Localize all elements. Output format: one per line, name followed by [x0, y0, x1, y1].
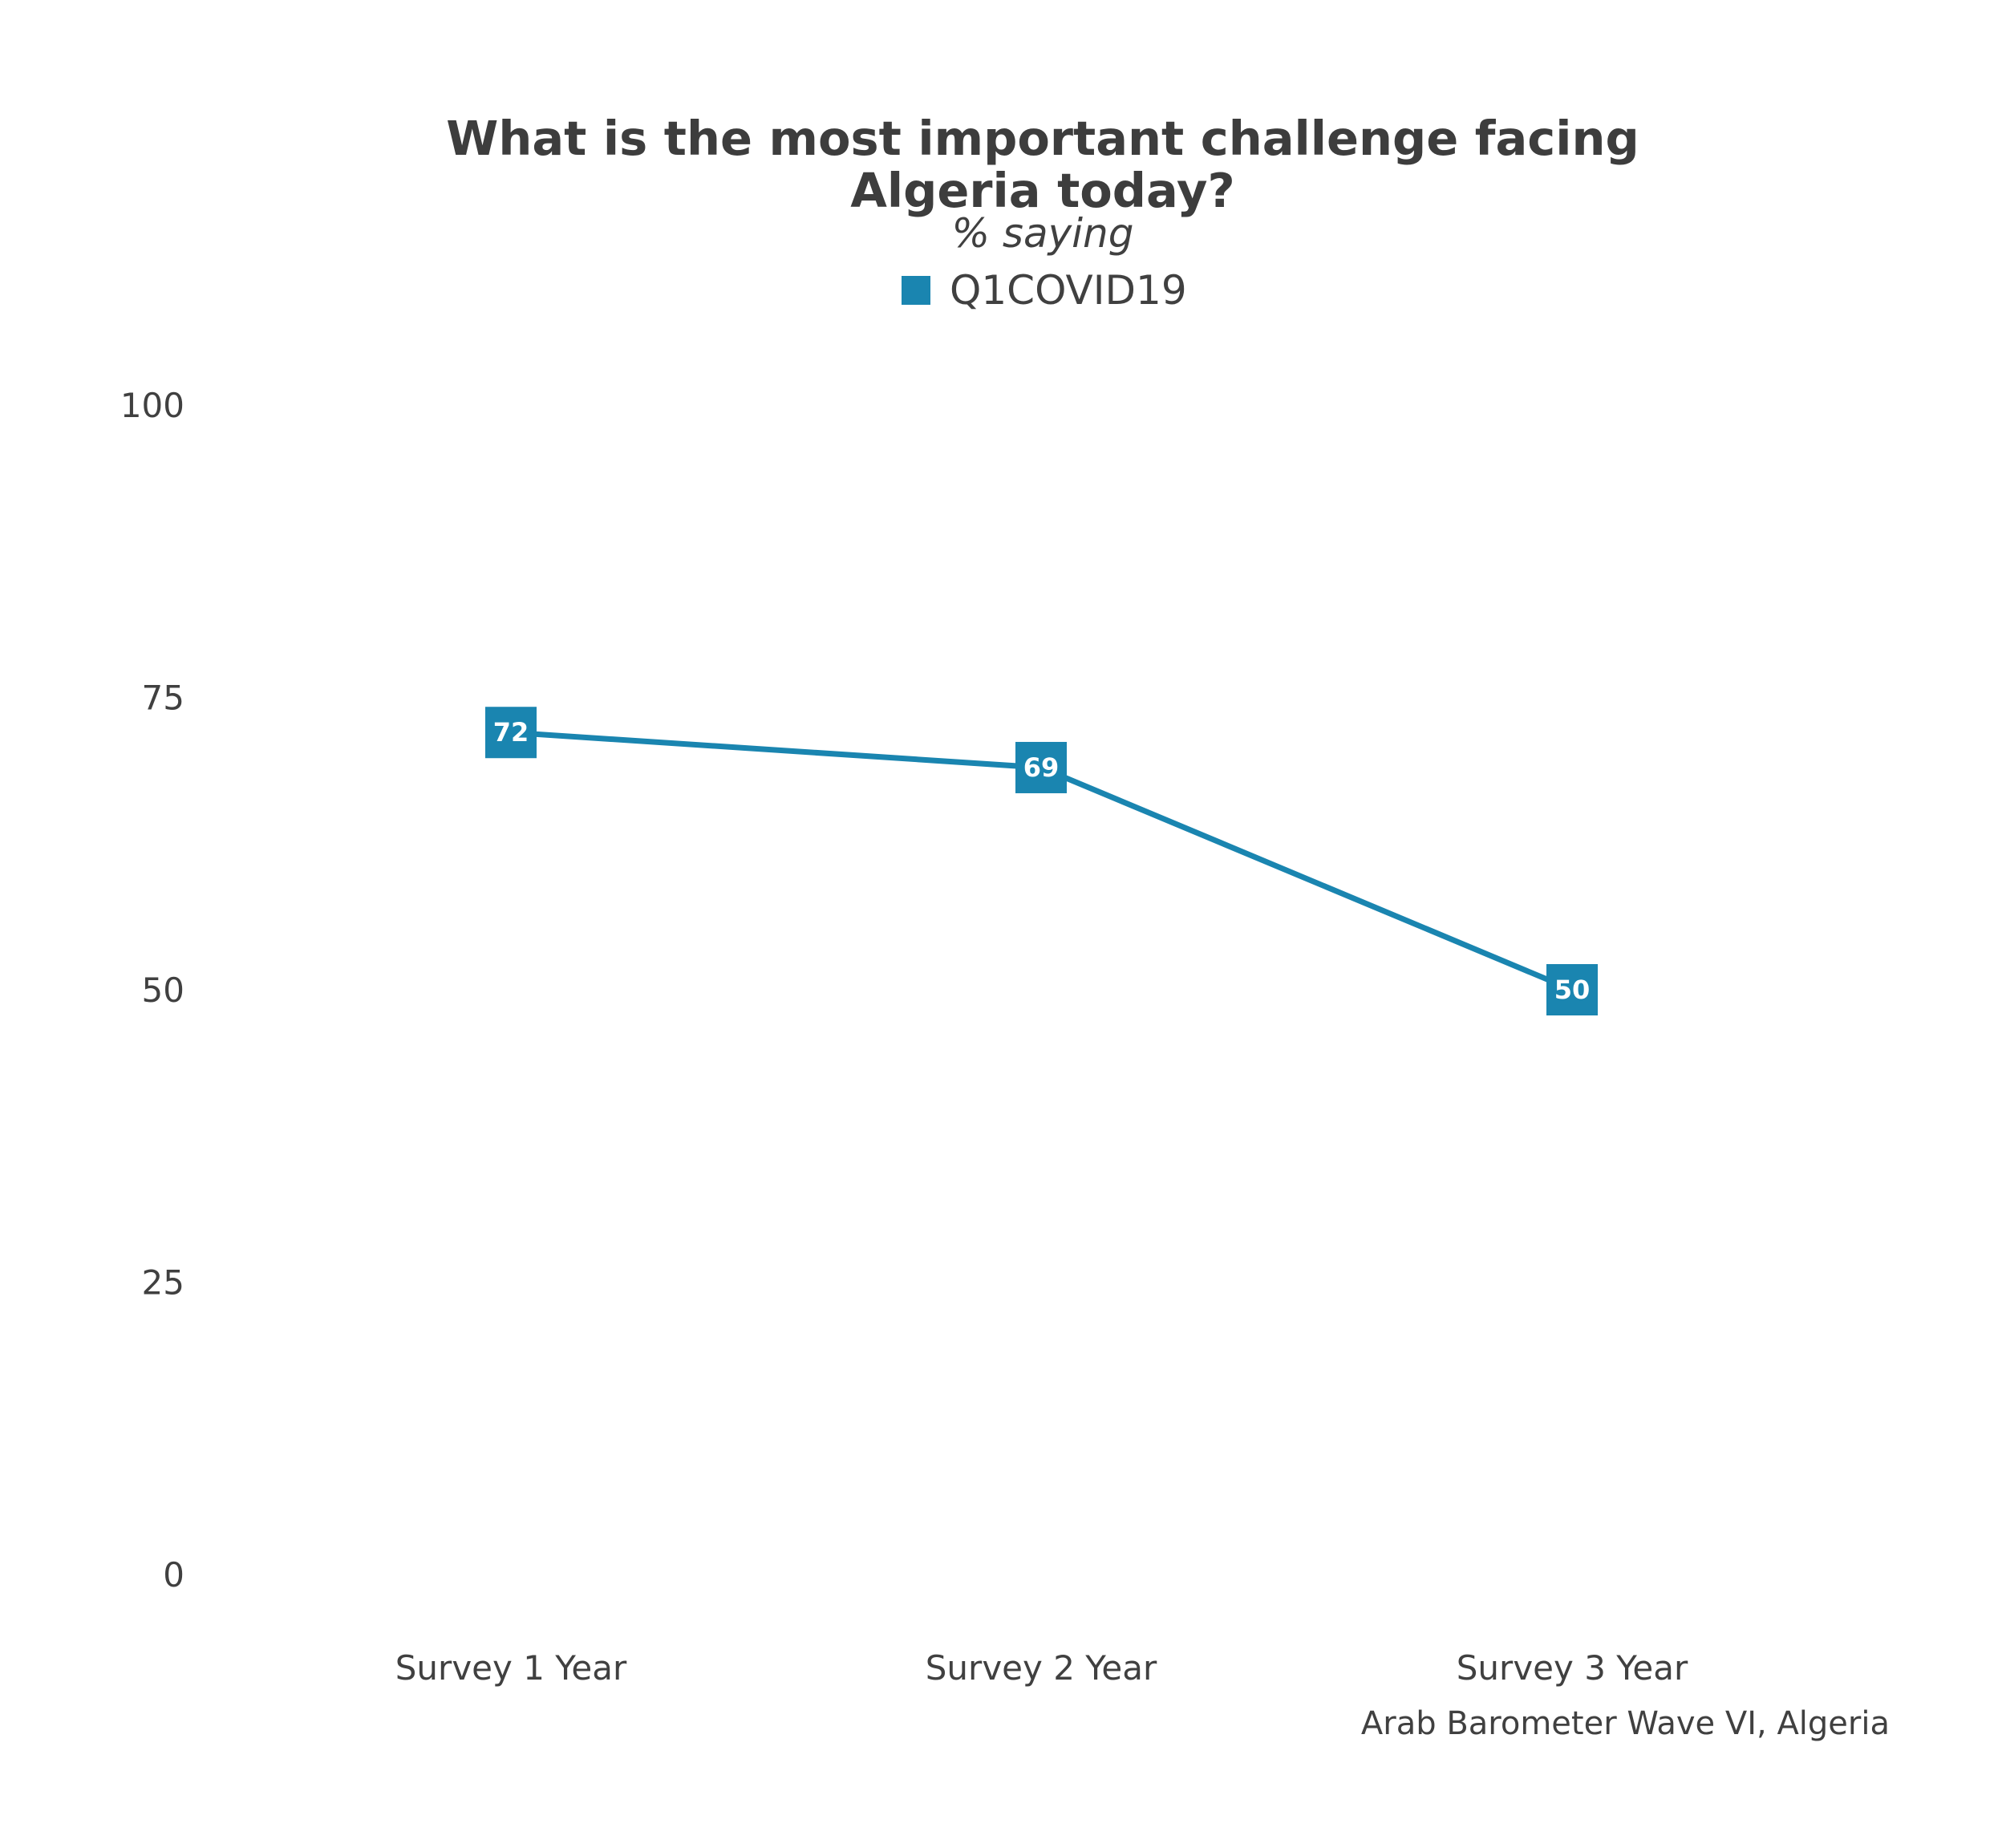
legend-label-q1covid19: Q1COVID19: [950, 267, 1187, 314]
y-tick-label: 0: [163, 1555, 184, 1595]
x-tick-label: Survey 3 Year: [1457, 1648, 1688, 1688]
legend-swatch-q1covid19: [902, 276, 930, 305]
data-point-label: 69: [1023, 752, 1060, 783]
data-point-marker: [485, 707, 537, 759]
legend: Q1COVID19: [902, 265, 1187, 316]
series-layer: 72 69 50: [485, 707, 1598, 1015]
chart-subtitle: % saying: [951, 210, 1134, 257]
y-tick-label: 50: [142, 971, 184, 1010]
data-point-label: 50: [1554, 975, 1591, 1005]
chart-caption: Arab Barometer Wave VI, Algeria: [1360, 1705, 1890, 1742]
y-tick-label: 25: [142, 1263, 184, 1303]
data-point: 72: [485, 707, 537, 759]
y-axis-ticks: 0 25 50 75 100: [120, 386, 184, 1595]
x-axis-ticks: Survey 1 Year Survey 2 Year Survey 3 Year: [395, 1648, 1688, 1688]
y-tick-label: 100: [120, 386, 184, 425]
data-point: 69: [1015, 741, 1067, 793]
chart-title-line-1: What is the most important challenge fac…: [446, 111, 1639, 166]
x-tick-label: Survey 2 Year: [926, 1648, 1157, 1688]
data-point-label: 72: [493, 717, 529, 748]
data-point: 50: [1546, 964, 1598, 1015]
x-tick-label: Survey 1 Year: [395, 1648, 627, 1688]
y-tick-label: 75: [142, 679, 184, 718]
chart-title-line-2: Algeria today?: [850, 163, 1235, 218]
data-point-marker: [1015, 741, 1067, 793]
data-point-marker: [1546, 964, 1598, 1015]
